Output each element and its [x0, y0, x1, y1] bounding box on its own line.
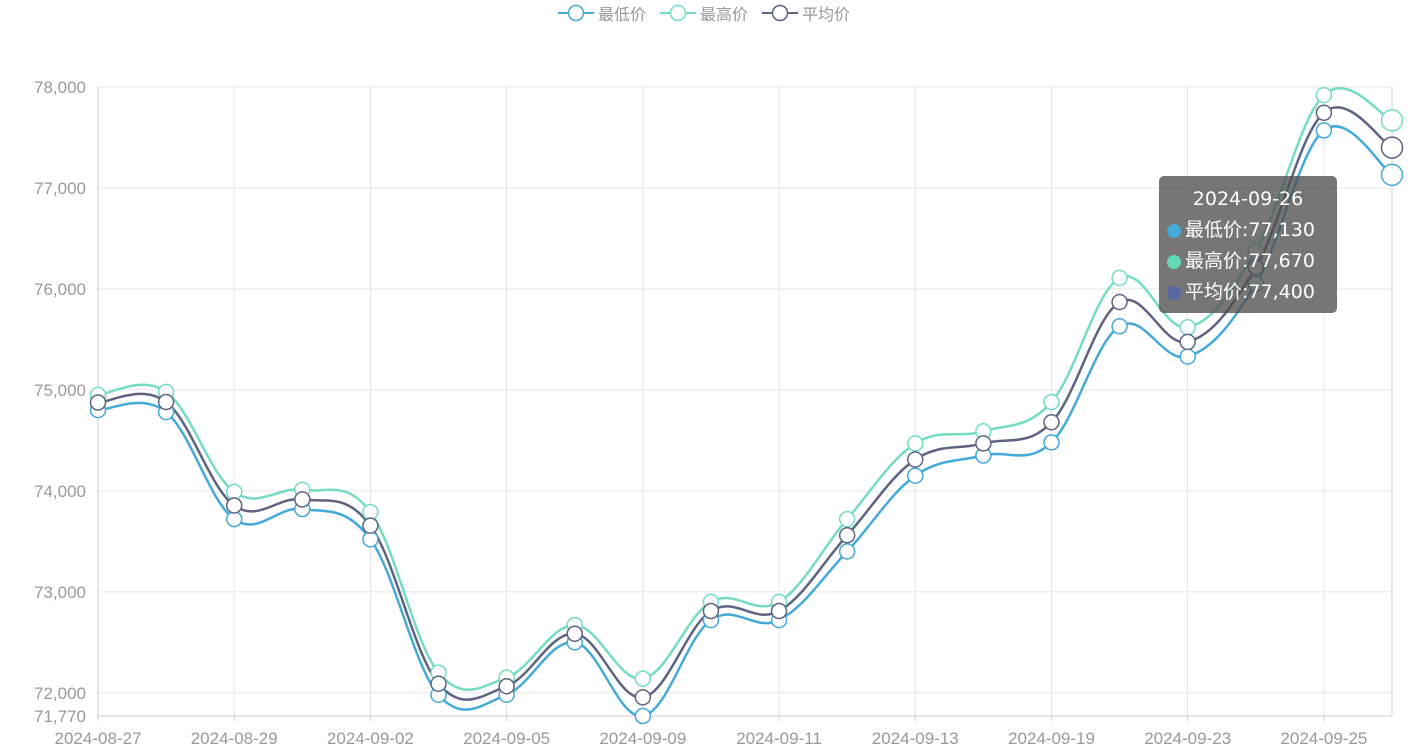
data-point[interactable] — [770, 602, 788, 620]
y-tick-label: 72,000 — [34, 684, 86, 703]
data-point[interactable] — [1111, 318, 1128, 335]
y-tick-label: 77,000 — [34, 179, 86, 198]
data-point[interactable] — [702, 602, 720, 620]
data-point[interactable] — [1043, 393, 1060, 411]
x-tick-label: 2024-09-13 — [872, 729, 959, 748]
x-tick-label: 2024-09-09 — [599, 729, 686, 748]
y-tick-label: 74,000 — [34, 482, 86, 501]
legend-item-highest[interactable]: 最高价 — [659, 1, 748, 25]
data-point[interactable] — [907, 467, 924, 484]
data-point[interactable] — [294, 491, 311, 508]
tooltip-series-name: 最高价 — [1185, 250, 1243, 272]
y-tick-label: 78,000 — [34, 78, 86, 97]
data-point[interactable] — [1043, 434, 1060, 451]
data-point[interactable] — [430, 675, 447, 692]
data-point[interactable] — [362, 517, 379, 534]
data-point[interactable] — [634, 689, 652, 706]
data-point[interactable] — [1111, 293, 1128, 311]
legend-line-circle-icon — [762, 4, 798, 22]
tooltip-series-name: 平均价 — [1185, 281, 1243, 303]
data-point[interactable] — [1380, 163, 1404, 187]
data-point[interactable] — [838, 527, 856, 544]
x-tick-label: 2024-09-25 — [1280, 729, 1367, 748]
data-point[interactable] — [838, 543, 856, 560]
x-tick-label: 2024-09-11 — [736, 729, 822, 748]
tooltip-row-highest: 最高价: 77,670 — [1167, 246, 1329, 277]
data-point[interactable] — [362, 531, 379, 548]
data-point[interactable] — [907, 435, 924, 452]
data-point[interactable] — [1111, 269, 1128, 287]
x-tick-label: 2024-09-02 — [327, 729, 414, 748]
data-point[interactable] — [975, 435, 992, 452]
data-point[interactable] — [1315, 122, 1333, 139]
y-tick-label: 76,000 — [34, 280, 86, 299]
data-point[interactable] — [1315, 86, 1333, 104]
y-tick-label: 71,770 — [34, 707, 86, 726]
data-point[interactable] — [225, 510, 243, 528]
series-dot-icon — [1167, 254, 1181, 269]
x-tick-label: 2024-08-27 — [55, 729, 142, 748]
data-point[interactable] — [362, 503, 379, 521]
y-tick-label: 73,000 — [34, 583, 86, 602]
tooltip-value: 77,670 — [1248, 250, 1315, 272]
legend-label: 最高价 — [699, 5, 748, 24]
series-points[interactable] — [89, 86, 1404, 725]
data-point[interactable] — [907, 451, 924, 468]
legend-line-circle-icon — [557, 4, 594, 22]
data-point[interactable] — [225, 497, 243, 514]
tooltip-value: 77,130 — [1248, 219, 1315, 241]
legend-item-lowest[interactable]: 最低价 — [557, 1, 646, 25]
legend-item-average[interactable]: 平均价 — [762, 1, 850, 25]
tooltip-value: 77,400 — [1248, 281, 1315, 303]
data-point[interactable] — [498, 677, 515, 695]
tooltip-row-average: 平均价: 77,400 — [1167, 277, 1329, 308]
legend-label: 平均价 — [802, 5, 851, 24]
legend-line-circle-icon — [659, 4, 696, 22]
tooltip-series-name: 最低价 — [1185, 219, 1243, 241]
data-point[interactable] — [634, 707, 652, 725]
data-point[interactable] — [1315, 104, 1333, 121]
x-tick-label: 2024-09-23 — [1144, 729, 1231, 748]
legend: 最低价 最高价 平均价 — [0, 0, 1408, 26]
x-tick-label: 2024-08-29 — [191, 729, 278, 748]
legend-label: 最低价 — [597, 5, 646, 24]
data-point[interactable] — [566, 625, 583, 642]
data-point[interactable] — [1179, 333, 1196, 351]
data-point[interactable] — [838, 510, 856, 528]
y-axis-ticks: 71,770 72,000 73,000 74,000 75,000 76,000 77,0… — [34, 78, 86, 726]
tooltip-row-lowest: 最低价: 77,130 — [1167, 215, 1329, 246]
data-point[interactable] — [1380, 109, 1404, 132]
data-point[interactable] — [1380, 136, 1404, 159]
x-axis-ticks: 2024-08-27 2024-08-29 2024-09-02 2024-09-05… — [55, 729, 1368, 748]
tooltip: 2024-09-26 最低价: 77,130 最高价: 77,670 平均价: … — [1159, 176, 1337, 313]
data-point[interactable] — [157, 393, 175, 411]
data-point[interactable] — [225, 483, 243, 501]
data-point[interactable] — [89, 394, 107, 411]
x-tick-label: 2024-09-19 — [1008, 729, 1095, 748]
data-point[interactable] — [634, 670, 652, 687]
x-tick-label: 2024-09-05 — [463, 729, 550, 748]
data-point[interactable] — [1179, 348, 1196, 365]
series-dot-icon — [1167, 223, 1181, 238]
series-dot-icon — [1167, 285, 1181, 300]
data-point[interactable] — [1179, 319, 1196, 336]
y-tick-label: 75,000 — [34, 381, 86, 400]
data-point[interactable] — [1043, 413, 1060, 431]
tooltip-title: 2024-09-26 — [1192, 188, 1304, 210]
